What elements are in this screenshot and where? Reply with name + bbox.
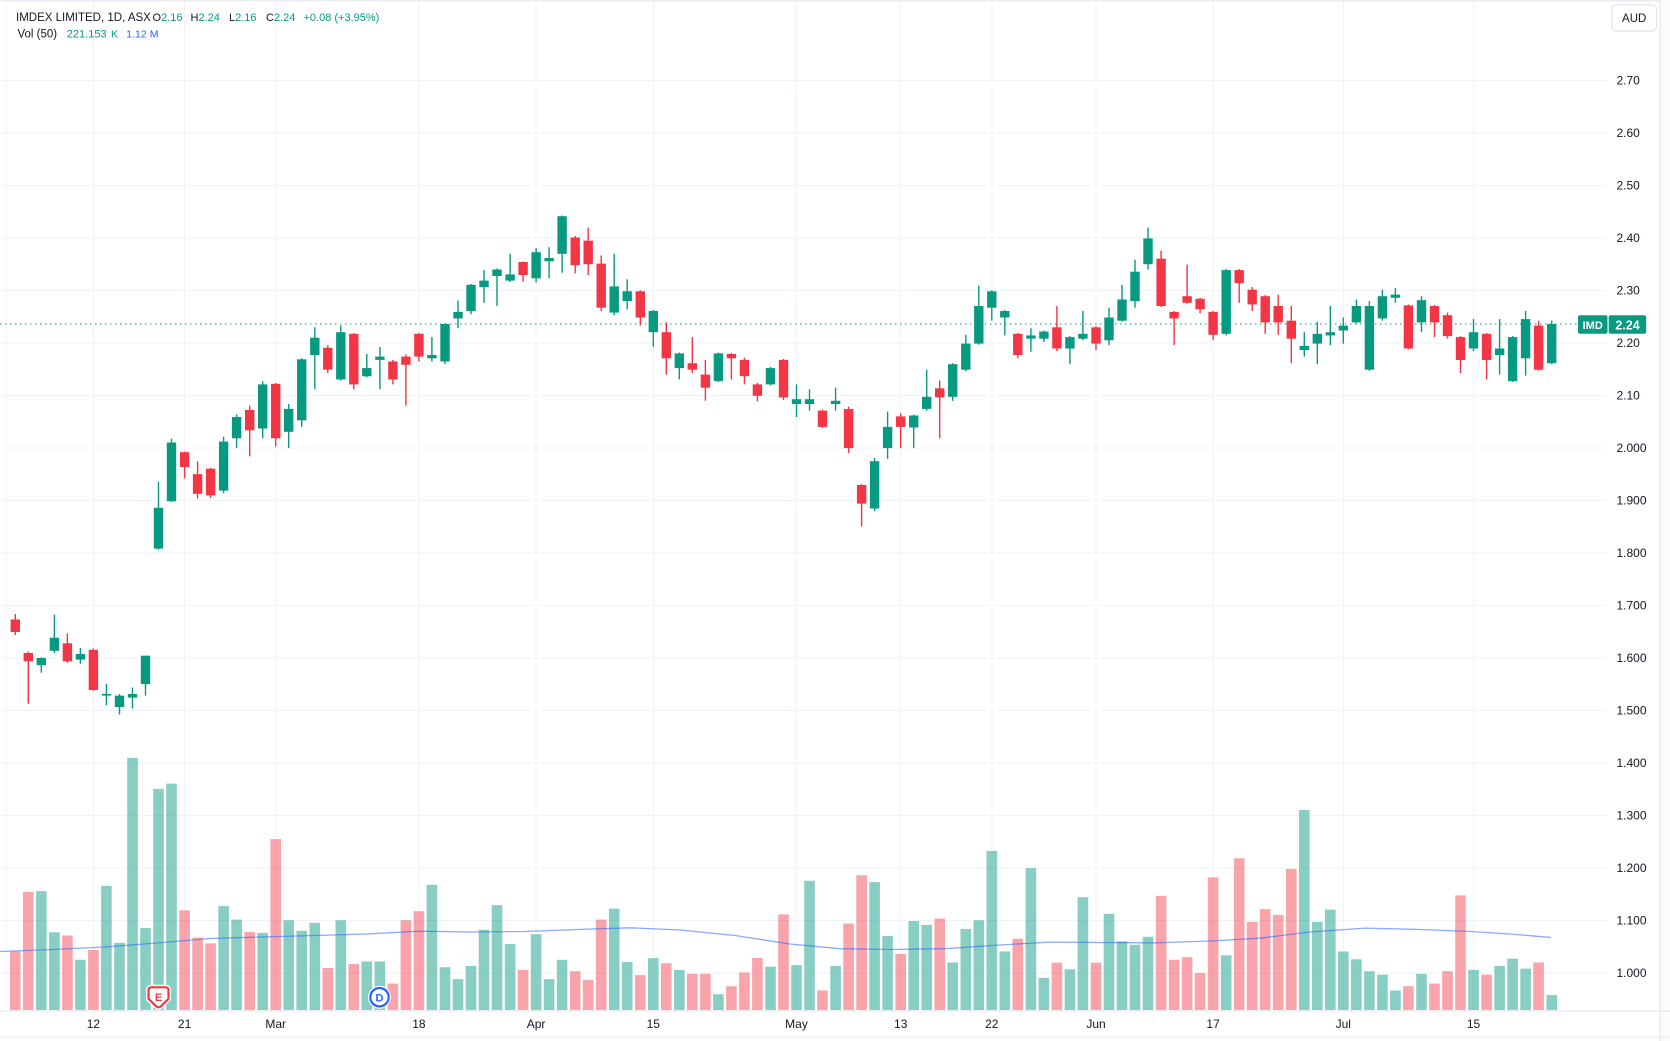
svg-text:15: 15 [647, 1017, 661, 1031]
svg-text:1.200: 1.200 [1617, 861, 1647, 875]
svg-text:2.50: 2.50 [1617, 179, 1641, 193]
svg-text:1.700: 1.700 [1617, 599, 1647, 613]
svg-text:1.600: 1.600 [1617, 651, 1647, 665]
svg-text:2.20: 2.20 [1617, 336, 1641, 350]
svg-text:Apr: Apr [527, 1017, 546, 1031]
svg-text:17: 17 [1206, 1017, 1220, 1031]
svg-text:1.500: 1.500 [1617, 704, 1647, 718]
svg-text:1.400: 1.400 [1617, 756, 1647, 770]
svg-text:2.30: 2.30 [1617, 284, 1641, 298]
svg-text:O2.16: O2.16 [153, 12, 183, 24]
svg-text:13: 13 [894, 1017, 908, 1031]
svg-text:2.10: 2.10 [1617, 389, 1641, 403]
svg-text:21: 21 [178, 1017, 192, 1031]
svg-text:H2.24: H2.24 [191, 12, 220, 24]
svg-text:Mar: Mar [265, 1017, 286, 1031]
svg-text:1.000: 1.000 [1617, 966, 1647, 980]
svg-text:L2.16: L2.16 [229, 12, 257, 24]
svg-text:IMDEX LIMITED, 1D, ASX: IMDEX LIMITED, 1D, ASX [16, 12, 151, 24]
svg-text:2.40: 2.40 [1617, 231, 1641, 245]
svg-text:1.300: 1.300 [1617, 809, 1647, 823]
svg-text:12: 12 [87, 1017, 101, 1031]
svg-text:15: 15 [1467, 1017, 1481, 1031]
svg-text:D: D [376, 992, 384, 1004]
svg-text:2.70: 2.70 [1617, 74, 1641, 88]
svg-text:1.12M: 1.12 M [126, 28, 158, 40]
svg-text:IMD: IMD [1583, 320, 1603, 332]
svg-text:C2.24: C2.24 [266, 12, 295, 24]
svg-text:2.000: 2.000 [1617, 441, 1647, 455]
svg-text:22: 22 [985, 1017, 999, 1031]
svg-text:1.100: 1.100 [1617, 914, 1647, 928]
svg-text:Vol (50): Vol (50) [18, 28, 58, 40]
svg-text:May: May [785, 1017, 808, 1031]
svg-text:1.800: 1.800 [1617, 546, 1647, 560]
svg-text:E: E [155, 992, 162, 1004]
svg-text:2.60: 2.60 [1617, 126, 1641, 140]
svg-text:Jun: Jun [1086, 1017, 1105, 1031]
svg-text:AUD: AUD [1622, 13, 1646, 25]
svg-text:+0.08 (+3.95%): +0.08 (+3.95%) [304, 12, 380, 24]
svg-text:1.900: 1.900 [1617, 494, 1647, 508]
svg-text:Jul: Jul [1336, 1017, 1351, 1031]
svg-text:2.24: 2.24 [1615, 318, 1639, 332]
svg-text:18: 18 [412, 1017, 426, 1031]
